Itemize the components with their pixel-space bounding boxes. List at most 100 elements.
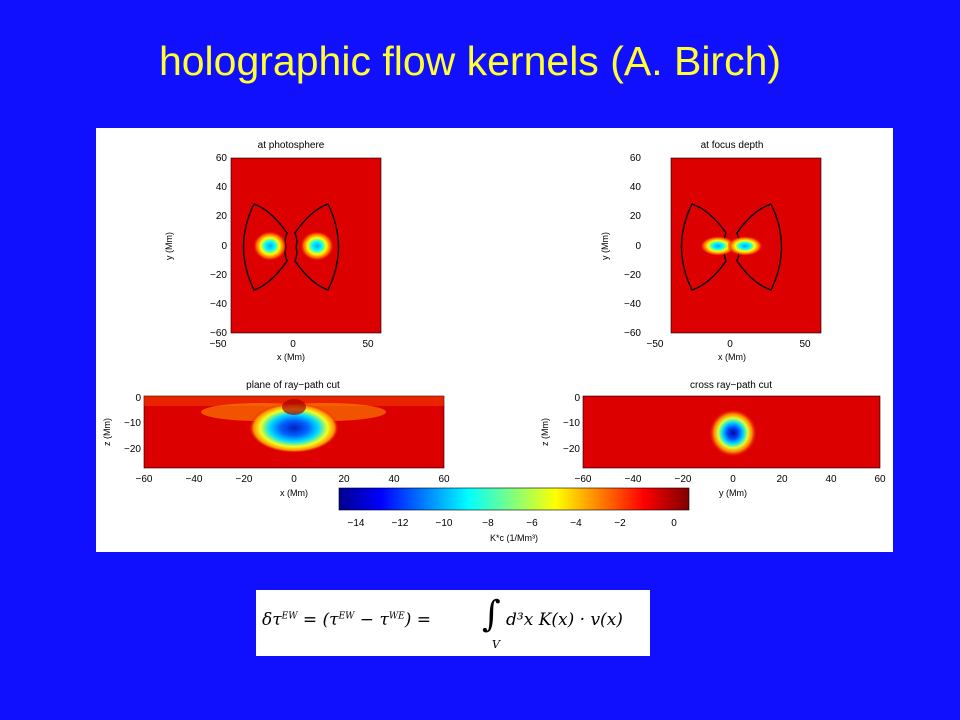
ytick: 0 [635, 241, 641, 252]
plane-surface-dip [282, 399, 306, 415]
ytick: −20 [210, 270, 227, 281]
panel-plane-title: plane of ray−path cut [246, 380, 340, 391]
focus-lobe-left [700, 236, 736, 256]
cross-ylabel: z (Mm) [540, 418, 550, 446]
xtick: 60 [874, 474, 886, 485]
xtick: 0 [291, 474, 297, 485]
focus-lobe-right [727, 236, 763, 256]
formula-panel: δτEW = (τEW − τWE) = ∫ V d³x K(x) · v(x) [256, 590, 650, 656]
formula-minus: − τ [354, 610, 389, 630]
formula-sup-we: WE [388, 611, 405, 622]
kernel-figure: at photosphere 60 40 20 0 −20 −40 −60 −5… [96, 128, 893, 552]
xtick: 0 [290, 339, 296, 350]
xtick: −40 [625, 474, 642, 485]
plane-xticks: −60 −40 −20 0 20 40 60 [136, 474, 450, 485]
xtick: −60 [136, 474, 153, 485]
photosphere-contour-right [294, 203, 340, 291]
ytick: −60 [210, 328, 227, 339]
focus-contour-right [736, 203, 783, 291]
ytick: 20 [630, 211, 642, 222]
colorbar-tick: −12 [392, 518, 409, 529]
formula-delta-tau: δτ [262, 610, 282, 630]
formula-integral-limit: V [492, 638, 500, 651]
ytick: −10 [563, 418, 580, 429]
plane-xlabel: x (Mm) [280, 488, 308, 498]
photosphere-yticks: 60 40 20 0 −20 −40 −60 [210, 153, 227, 339]
photosphere-lobe-left [253, 231, 287, 261]
xtick: 0 [730, 474, 736, 485]
ytick: 60 [216, 153, 228, 164]
colorbar-gradient [338, 487, 690, 511]
cross-xticks: −60 −40 −20 0 20 40 60 [575, 474, 886, 485]
colorbar-tick: 0 [671, 518, 677, 529]
panel-cross-cut: cross ray−path cut 0 −10 −20 −60 −40 −20… [540, 380, 886, 498]
xtick: 50 [799, 339, 811, 350]
photosphere-contour-left [242, 203, 288, 291]
xtick: 40 [388, 474, 400, 485]
ytick: 60 [630, 153, 642, 164]
plane-negative-region [249, 403, 339, 453]
focus-yticks: 60 40 20 0 −20 −40 −60 [624, 153, 641, 339]
panel-photosphere-title: at photosphere [258, 140, 325, 151]
ytick: 0 [135, 393, 141, 404]
panel-plane-cut: plane of ray−path cut 0 −10 −20 −60 −40 … [102, 380, 450, 498]
ytick: −10 [124, 418, 141, 429]
formula-sup-ew2: EW [338, 611, 355, 622]
xtick: −50 [210, 339, 227, 350]
photosphere-ylabel: y (Mm) [164, 232, 174, 260]
xtick: −60 [575, 474, 592, 485]
panel-focus-depth: at focus depth 60 40 20 0 −20 −40 −60 −5… [600, 140, 822, 362]
ytick: 0 [574, 393, 580, 404]
colorbar-tick: −6 [526, 518, 538, 529]
formula-close: ) = [404, 610, 431, 630]
formula-open: = (τ [297, 610, 339, 630]
focus-ylabel: y (Mm) [600, 232, 610, 260]
photosphere-xticks: −50 0 50 [210, 339, 374, 350]
ytick: 0 [221, 241, 227, 252]
ytick: 40 [630, 182, 642, 193]
ytick: 20 [216, 211, 228, 222]
colorbar-tick: −4 [570, 518, 582, 529]
panel-cross-title: cross ray−path cut [690, 380, 772, 391]
formula-sup-ew: EW [281, 611, 298, 622]
ytick: −20 [624, 270, 641, 281]
xtick: 50 [362, 339, 374, 350]
formula-integral-sign: ∫ [482, 594, 501, 635]
cross-negative-spot [709, 409, 757, 457]
colorbar-tick: −10 [436, 518, 453, 529]
panel-photosphere: at photosphere 60 40 20 0 −20 −40 −60 −5… [164, 140, 382, 362]
plane-ylabel: z (Mm) [102, 418, 112, 446]
kernel-figure-svg: at photosphere 60 40 20 0 −20 −40 −60 −5… [102, 140, 886, 543]
ytick: −20 [124, 444, 141, 455]
colorbar: −14 −12 −10 −8 −6 −4 −2 0 K*c (1/Mm³) [338, 487, 690, 543]
photosphere-lobe-right [300, 231, 334, 261]
xtick: 0 [727, 339, 733, 350]
focus-xticks: −50 0 50 [647, 339, 811, 350]
cross-yticks: 0 −10 −20 [563, 393, 580, 455]
formula-lhs: δτEW = (τEW − τWE) = [262, 610, 431, 630]
xtick: −40 [186, 474, 203, 485]
colorbar-tick: −8 [482, 518, 494, 529]
cross-xlabel: y (Mm) [719, 488, 747, 498]
photosphere-xlabel: x (Mm) [277, 352, 305, 362]
ytick: −20 [563, 444, 580, 455]
colorbar-ticks: −14 −12 −10 −8 −6 −4 −2 0 [348, 518, 678, 529]
xtick: 20 [776, 474, 788, 485]
panel-focus-title: at focus depth [701, 140, 764, 151]
xtick: 60 [438, 474, 450, 485]
slide-title: holographic flow kernels (A. Birch) [158, 38, 782, 84]
ytick: −40 [624, 299, 641, 310]
colorbar-label: K*c (1/Mm³) [490, 533, 538, 543]
plane-yticks: 0 −10 −20 [124, 393, 141, 455]
xtick: 20 [338, 474, 350, 485]
focus-xlabel: x (Mm) [718, 352, 746, 362]
ytick: −40 [210, 299, 227, 310]
xtick: −50 [647, 339, 664, 350]
ytick: −60 [624, 328, 641, 339]
colorbar-tick: −2 [614, 518, 626, 529]
ytick: 40 [216, 182, 228, 193]
xtick: 40 [825, 474, 837, 485]
focus-contour-left [680, 203, 727, 291]
formula-integrand: d³x K(x) · v(x) [506, 610, 623, 630]
xtick: −20 [675, 474, 692, 485]
